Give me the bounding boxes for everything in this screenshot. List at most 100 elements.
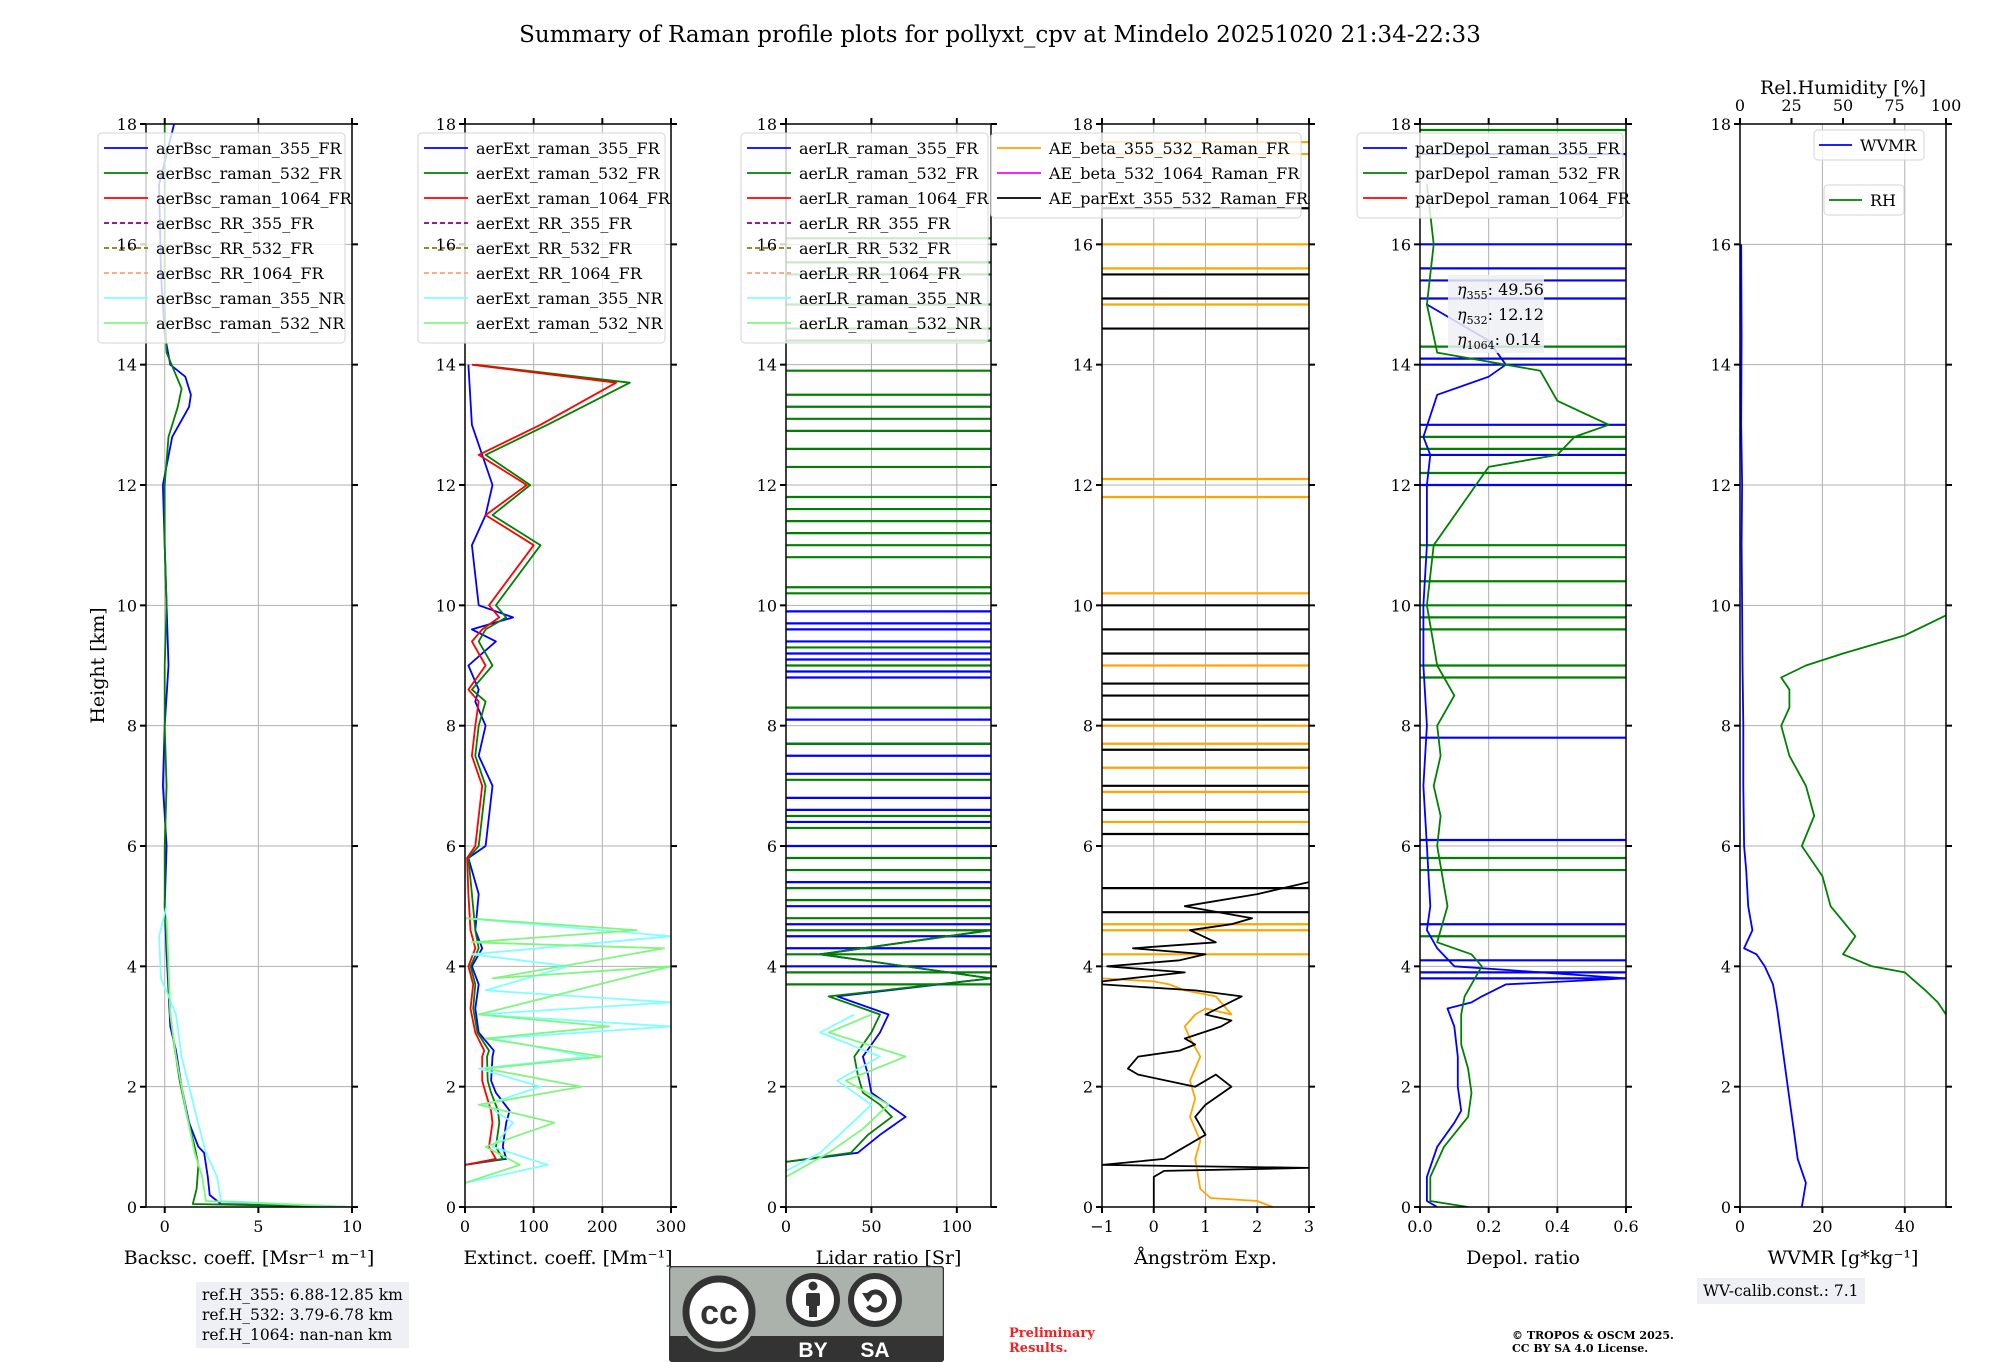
series-AE_beta_355_532_Raman_FR — [1102, 977, 1274, 1207]
x-tick-label: −1 — [1090, 1217, 1114, 1236]
axes-frame — [785, 123, 992, 1208]
y-tick-label: 4 — [1083, 957, 1093, 976]
series-aerExt_raman_532_FR — [465, 363, 631, 1166]
legend-label: aerBsc_raman_532_NR — [156, 314, 345, 333]
y-tick-label: 12 — [436, 476, 456, 495]
x-tick-label: 3 — [1304, 1217, 1314, 1236]
y-tick-label: 14 — [1073, 356, 1093, 375]
y-tick-label: 2 — [1721, 1078, 1731, 1097]
y-tick-label: 0 — [446, 1198, 456, 1217]
legend-label: aerLR_raman_355_NR — [799, 289, 982, 308]
y-tick-label: 18 — [117, 115, 137, 134]
preliminary-line-1: Preliminary — [1009, 1326, 1095, 1341]
x-tick-label: 1 — [1200, 1217, 1210, 1236]
legend-label: aerBsc_RR_1064_FR — [156, 264, 325, 283]
by-label: BY — [798, 1339, 827, 1362]
y-tick-label: 18 — [436, 115, 456, 134]
y-tick-label: 0 — [1083, 1198, 1093, 1217]
data-ext — [465, 363, 671, 1184]
x-tick-label: 0.4 — [1545, 1217, 1570, 1236]
y-tick-label: 14 — [1711, 356, 1731, 375]
legend-label: aerBsc_raman_355_NR — [156, 289, 345, 308]
legend-box — [1823, 184, 1905, 216]
x-tick-label: 5 — [253, 1217, 263, 1236]
eta-annotation-line: η532: 12.12 — [1457, 305, 1544, 327]
y-tick-label: 16 — [1391, 235, 1411, 254]
figure-title: Summary of Raman profile plots for polly… — [519, 22, 1481, 48]
svg-text:cc: cc — [700, 1294, 738, 1332]
x-axis-label: Ångström Exp. — [1133, 1247, 1277, 1269]
legend-label: AE_beta_355_532_Raman_FR — [1048, 139, 1290, 158]
y-tick-label: 12 — [1711, 476, 1731, 495]
y-tick-label: 2 — [767, 1078, 777, 1097]
ref-height-355: ref.H_355: 6.88-12.85 km — [202, 1286, 403, 1304]
panel-lr — [740, 118, 997, 1213]
y-tick-label: 12 — [757, 476, 777, 495]
panel-depol: η355: 49.56 η532: 12.12 η1064: 0.14 — [1356, 118, 1632, 1213]
ref-height-1064: ref.H_1064: nan-nan km — [202, 1326, 393, 1344]
legend-label: aerLR_RR_355_FR — [799, 214, 951, 233]
series-aerLR_raman_355_FR — [786, 929, 991, 1163]
y-tick-label: 0 — [767, 1198, 777, 1217]
preliminary-line-2: Results. — [1009, 1341, 1068, 1356]
eta-annotation-line: η355: 49.56 — [1457, 280, 1544, 302]
y-tick-label: 10 — [757, 596, 777, 615]
legend-label: aerBsc_raman_355_FR — [156, 139, 342, 158]
x-tick-label: 0 — [160, 1217, 170, 1236]
series-aerLR_raman_532_NR — [786, 1013, 907, 1178]
legend-label: aerLR_raman_355_FR — [799, 139, 979, 158]
legend-label: parDepol_raman_355_FR — [1415, 139, 1621, 158]
y-tick-label: 4 — [767, 957, 777, 976]
y-tick-label: 18 — [757, 115, 777, 134]
legend-box — [1356, 132, 1624, 219]
y-tick-label: 10 — [1711, 596, 1731, 615]
y-tick-label: 8 — [127, 717, 137, 736]
y-tick-label: 8 — [446, 717, 456, 736]
y-tick-label: 10 — [117, 596, 137, 615]
x-tick-label: 40 — [1895, 1217, 1915, 1236]
series-WVMR — [1740, 244, 1807, 1207]
y-tick-label: 4 — [1401, 957, 1411, 976]
y-tick-label: 6 — [1083, 837, 1093, 856]
legend-label: aerExt_raman_1064_FR — [476, 189, 671, 208]
series-parDepol_raman_532_FR — [1426, 184, 1610, 1207]
legend-label: RH — [1870, 191, 1896, 210]
y-tick-label: 2 — [446, 1078, 456, 1097]
y-tick-label: 10 — [1073, 596, 1093, 615]
y-tick-label: 14 — [757, 356, 777, 375]
y-tick-label: 14 — [1391, 356, 1411, 375]
data-ae — [1102, 140, 1309, 1207]
x-tick-label: 0.6 — [1613, 1217, 1638, 1236]
y-tick-label: 16 — [757, 235, 777, 254]
eta-annotation-line: η1064: 0.14 — [1457, 330, 1541, 352]
sa-label: SA — [860, 1339, 889, 1362]
legend-box — [417, 132, 666, 344]
x-tick-label: 100 — [518, 1217, 549, 1236]
legend-label: aerExt_raman_532_NR — [476, 314, 664, 333]
x-tick-label: 2 — [1252, 1217, 1262, 1236]
y-tick-label: 6 — [446, 837, 456, 856]
legend-label: aerExt_RR_1064_FR — [476, 264, 643, 283]
series-RH — [1780, 614, 1946, 1017]
x-tick-label: 20 — [1812, 1217, 1832, 1236]
legend-label: aerLR_RR_532_FR — [799, 239, 951, 258]
data-bsc — [158, 124, 352, 1207]
x-tick-label: 0.0 — [1407, 1217, 1432, 1236]
y-tick-label: 0 — [127, 1198, 137, 1217]
x-axis-label: Depol. ratio — [1466, 1247, 1580, 1269]
copyright-note: © TROPOS & OSCM 2025. CC BY SA 4.0 Licen… — [1512, 1329, 1674, 1355]
y-tick-label: 18 — [1711, 115, 1731, 134]
x-tick-label: 0 — [781, 1217, 791, 1236]
x-tick-label: 0 — [1735, 1217, 1745, 1236]
copyright-line-2: CC BY SA 4.0 License. — [1512, 1342, 1649, 1355]
y-tick-label: 12 — [117, 476, 137, 495]
y-tick-label: 0 — [1401, 1198, 1411, 1217]
series-aerBsc_raman_532_NR — [165, 918, 352, 1207]
legend-label: aerExt_RR_355_FR — [476, 214, 633, 233]
x-tick-label: 200 — [587, 1217, 618, 1236]
series-parDepol_raman_355_FR — [1422, 303, 1626, 1207]
y-tick-label: 0 — [1721, 1198, 1731, 1217]
y-tick-label: 18 — [1073, 115, 1093, 134]
y-tick-label: 6 — [1721, 837, 1731, 856]
series-aerBsc_raman_355_FR — [158, 124, 352, 1207]
